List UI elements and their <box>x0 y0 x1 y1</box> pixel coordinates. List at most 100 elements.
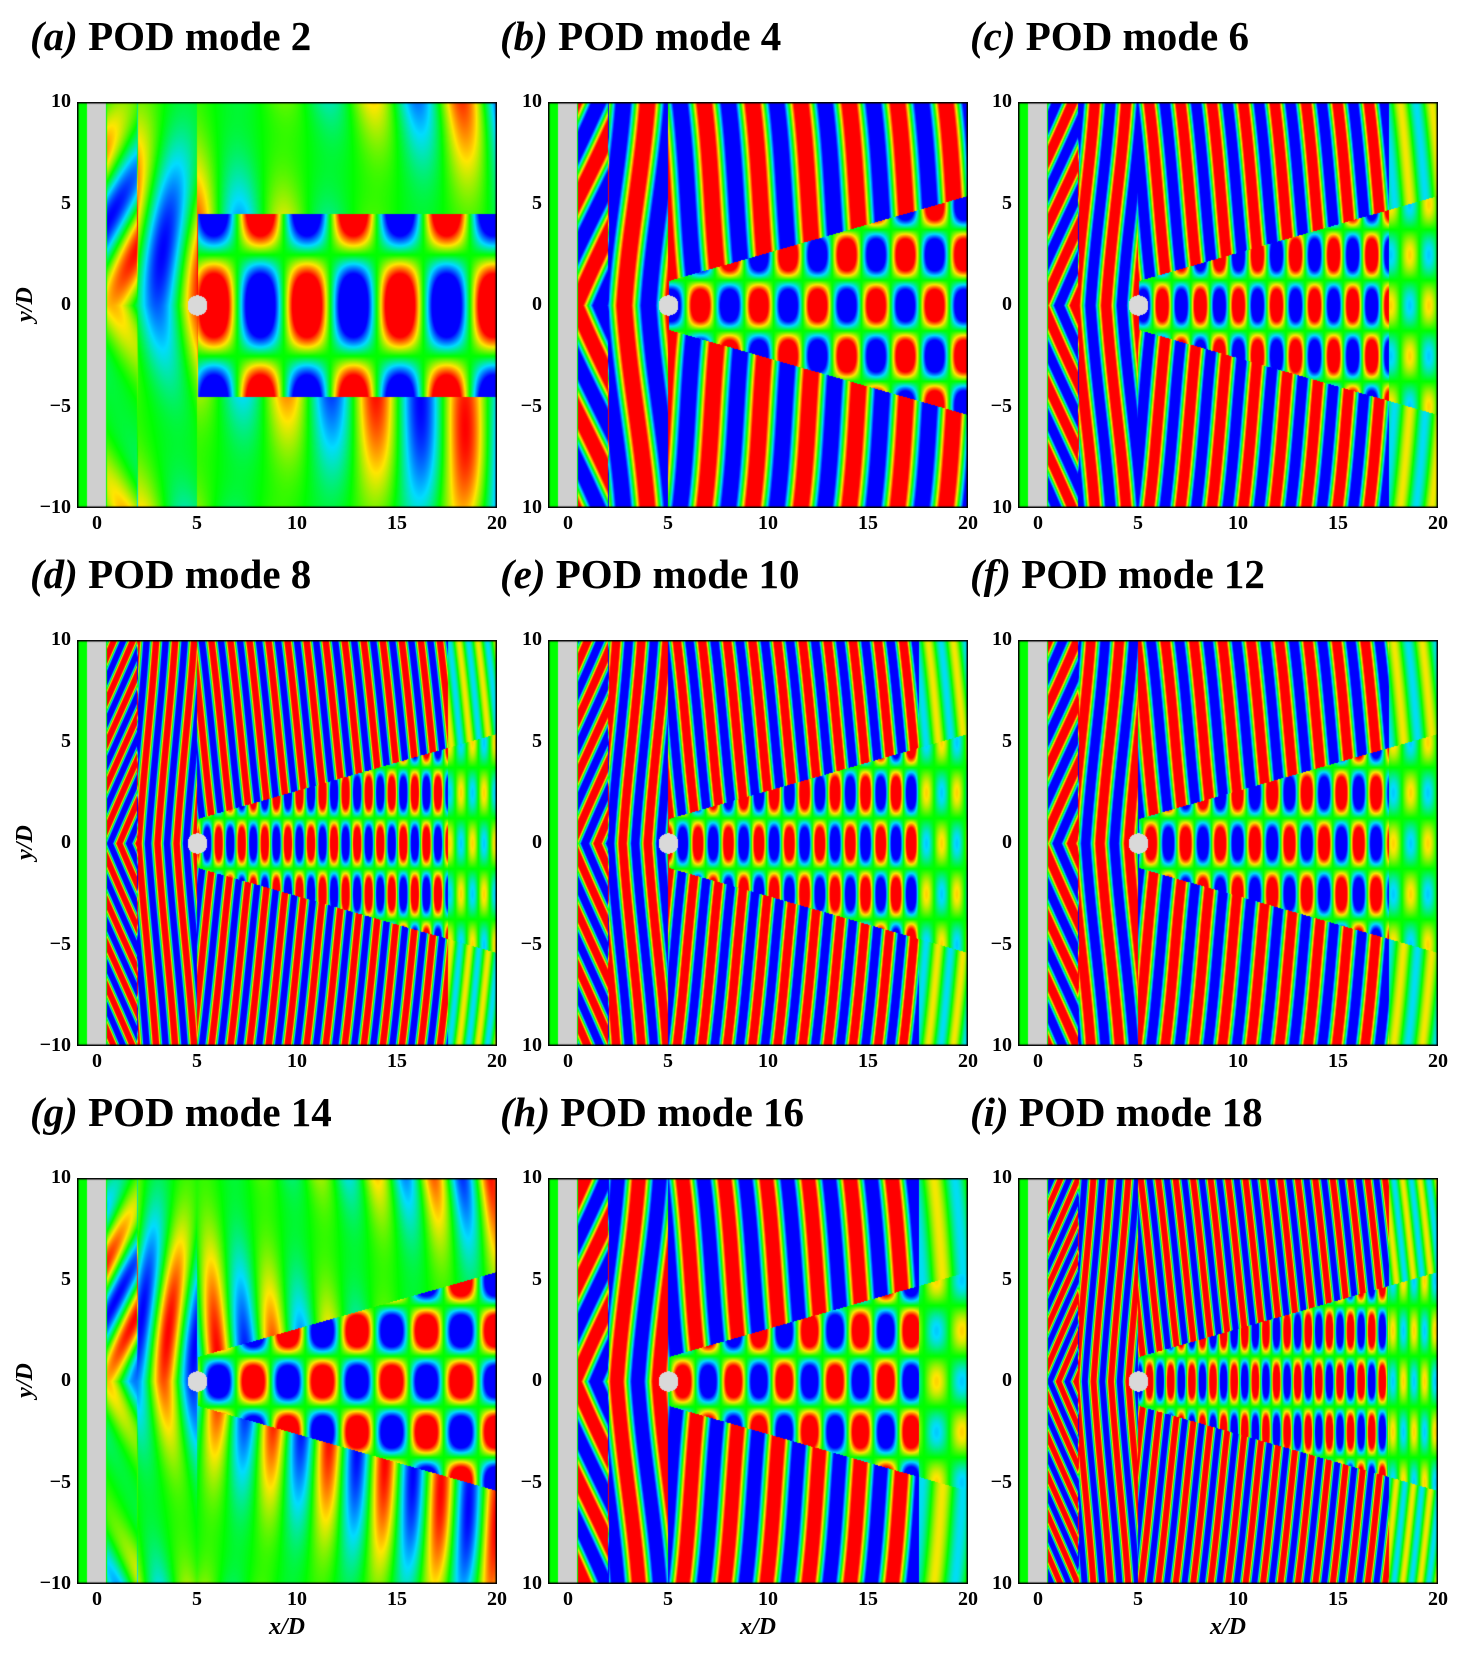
panel-f: (f) POD mode 12 10 5 0 −5 10 0 5 10 15 20 <box>940 538 1448 1076</box>
panel-title-text: POD mode 4 <box>547 13 782 59</box>
x-tick-label: 0 <box>563 1050 573 1072</box>
panel-title: (i) POD mode 18 <box>970 1088 1263 1136</box>
y-axis-label: y/D <box>11 1363 38 1398</box>
panel-title-text: POD mode 16 <box>550 1089 805 1135</box>
x-tick-label: 15 <box>858 1050 878 1072</box>
y-tick-label: 10 <box>522 1034 542 1056</box>
y-tick-label: 5 <box>61 729 71 752</box>
x-tick-label: 20 <box>487 1050 507 1072</box>
y-tick-label: 10 <box>522 90 542 112</box>
contour-field <box>1018 640 1438 1046</box>
x-tick-label: 5 <box>663 512 673 534</box>
x-tick-label: 0 <box>92 512 102 534</box>
panel-title: (a) POD mode 2 <box>30 12 311 60</box>
x-tick-label: 15 <box>858 1588 878 1610</box>
x-tick-label: 5 <box>192 1050 202 1072</box>
panel-label: (d) <box>30 551 78 597</box>
x-axis-label: x/D <box>740 1614 776 1640</box>
y-tick-label: −5 <box>49 932 71 955</box>
y-tick-label: −5 <box>520 394 542 417</box>
y-tick-label: 10 <box>992 90 1012 112</box>
contour-field <box>548 640 968 1046</box>
y-tick-label: −5 <box>990 1470 1012 1493</box>
panel-title: (f) POD mode 12 <box>970 550 1265 598</box>
x-tick-label: 10 <box>1228 1050 1248 1072</box>
y-tick-label: −5 <box>520 1470 542 1493</box>
y-tick-label: −10 <box>39 1034 71 1056</box>
contour-field <box>1018 1178 1438 1584</box>
x-tick-label: 10 <box>1228 1588 1248 1610</box>
contour-field <box>77 102 497 508</box>
panel-h: (h) POD mode 16 10 5 0 −5 10 0 5 10 15 20 x/D <box>470 1076 978 1640</box>
y-tick-label: 0 <box>61 831 71 853</box>
x-tick-label: 0 <box>1033 1050 1043 1072</box>
panel-label: (g) <box>30 1089 78 1135</box>
panel-title: (c) POD mode 6 <box>970 12 1249 60</box>
x-tick-label: 20 <box>487 512 507 534</box>
y-axis-label: y/D <box>11 287 38 322</box>
x-tick-label: 0 <box>92 1588 102 1610</box>
x-tick-label: 5 <box>1133 512 1143 534</box>
panel-label: (f) <box>970 551 1011 597</box>
y-tick-label: 0 <box>1002 1369 1012 1391</box>
y-tick-label: 10 <box>992 1034 1012 1056</box>
panel-title: (h) POD mode 16 <box>500 1088 804 1136</box>
x-tick-label: 20 <box>958 1588 978 1610</box>
panel-title: (e) POD mode 10 <box>500 550 799 598</box>
y-tick-label: 0 <box>532 1369 542 1391</box>
contour-field <box>77 1178 497 1584</box>
panel-title-text: POD mode 14 <box>77 1089 332 1135</box>
panel-d: (d) POD mode 8 10 5 0 −5 −10 0 5 10 15 20 y/D <box>0 538 507 1076</box>
y-axis-label: y/D <box>11 825 38 860</box>
x-tick-label: 15 <box>858 512 878 534</box>
y-tick-label: 5 <box>61 191 71 214</box>
y-tick-label: −5 <box>49 394 71 417</box>
y-tick-label: 10 <box>51 90 71 112</box>
y-tick-label: −10 <box>39 496 71 518</box>
y-tick-label: 10 <box>992 496 1012 518</box>
y-tick-label: −5 <box>990 394 1012 417</box>
panel-g: (g) POD mode 14 10 5 0 −5 −10 0 5 10 15 20 y/D x/D <box>0 1076 507 1640</box>
x-tick-label: 15 <box>387 1588 407 1610</box>
panel-b: (b) POD mode 4 10 5 0 −5 10 0 5 10 15 20 <box>470 0 978 538</box>
y-tick-label: 5 <box>1002 1267 1012 1290</box>
x-tick-label: 15 <box>1328 512 1348 534</box>
y-tick-label: 10 <box>992 1166 1012 1188</box>
panel-c: (c) POD mode 6 10 5 0 −5 10 0 5 10 15 20 <box>940 0 1448 538</box>
contour-field <box>77 640 497 1046</box>
panel-label: (h) <box>500 1089 551 1135</box>
panel-label: (b) <box>500 13 548 59</box>
x-tick-label: 10 <box>287 512 307 534</box>
panel-a: (a) POD mode 2 10 5 0 −5 −10 0 5 10 15 20 y/D <box>0 0 507 538</box>
panel-label: (i) <box>970 1089 1009 1135</box>
x-tick-label: 5 <box>192 1588 202 1610</box>
x-tick-label: 20 <box>487 1588 507 1610</box>
panel-title-text: POD mode 6 <box>1015 13 1249 59</box>
x-tick-label: 10 <box>758 1588 778 1610</box>
x-tick-label: 15 <box>1328 1588 1348 1610</box>
y-tick-label: 10 <box>522 1572 542 1594</box>
panel-title: (d) POD mode 8 <box>30 550 311 598</box>
y-tick-label: 0 <box>532 293 542 315</box>
y-tick-label: 0 <box>1002 293 1012 315</box>
y-tick-label: 0 <box>61 293 71 315</box>
y-tick-label: −5 <box>49 1470 71 1493</box>
panel-title-text: POD mode 10 <box>545 551 800 597</box>
x-tick-label: 5 <box>1133 1588 1143 1610</box>
y-tick-label: 0 <box>61 1369 71 1391</box>
y-tick-label: 0 <box>532 831 542 853</box>
y-tick-label: 5 <box>61 1267 71 1290</box>
x-tick-label: 15 <box>387 1050 407 1072</box>
y-tick-label: 5 <box>532 1267 542 1290</box>
y-tick-label: 5 <box>1002 729 1012 752</box>
y-tick-label: −5 <box>990 932 1012 955</box>
x-tick-label: 15 <box>1328 1050 1348 1072</box>
y-tick-label: −5 <box>520 932 542 955</box>
x-tick-label: 20 <box>958 512 978 534</box>
y-tick-label: 10 <box>992 628 1012 650</box>
x-tick-label: 0 <box>92 1050 102 1072</box>
x-tick-label: 0 <box>563 1588 573 1610</box>
y-tick-label: 10 <box>522 1166 542 1188</box>
y-tick-label: 10 <box>51 1166 71 1188</box>
panel-title-text: POD mode 18 <box>1008 1089 1263 1135</box>
